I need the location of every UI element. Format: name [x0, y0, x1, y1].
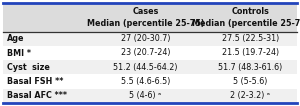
Bar — [3, 74, 297, 89]
Text: 5 (5-5.6): 5 (5-5.6) — [233, 77, 268, 86]
Text: 23 (20.7-24): 23 (20.7-24) — [121, 49, 170, 57]
Text: Controls: Controls — [232, 7, 269, 16]
Text: Basal AFC ***: Basal AFC *** — [7, 91, 67, 100]
Text: 21.5 (19.7-24): 21.5 (19.7-24) — [222, 49, 279, 57]
Text: Median (percentile 25-75): Median (percentile 25-75) — [192, 19, 300, 28]
Bar — [3, 32, 297, 46]
Bar — [3, 60, 297, 74]
Text: Cyst  size: Cyst size — [7, 63, 50, 72]
Text: 5.5 (4.6-6.5): 5.5 (4.6-6.5) — [121, 77, 170, 86]
Text: Cases: Cases — [132, 7, 159, 16]
Bar — [3, 46, 297, 60]
Text: 27 (20-30.7): 27 (20-30.7) — [121, 34, 170, 43]
Text: Median (percentile 25-75): Median (percentile 25-75) — [87, 19, 204, 28]
Text: 5 (4-6) ᵃ: 5 (4-6) ᵃ — [129, 91, 162, 100]
Text: Age: Age — [7, 34, 24, 43]
Text: Basal FSH **: Basal FSH ** — [7, 77, 63, 86]
Text: 51.7 (48.3-61.6): 51.7 (48.3-61.6) — [218, 63, 283, 72]
Bar — [3, 3, 297, 32]
Text: 2 (2-3.2) ᵃ: 2 (2-3.2) ᵃ — [230, 91, 271, 100]
Text: 27.5 (22.5-31): 27.5 (22.5-31) — [222, 34, 279, 43]
Text: 51.2 (44.5-64.2): 51.2 (44.5-64.2) — [113, 63, 178, 72]
Bar — [3, 89, 297, 103]
Text: BMI *: BMI * — [7, 49, 31, 57]
